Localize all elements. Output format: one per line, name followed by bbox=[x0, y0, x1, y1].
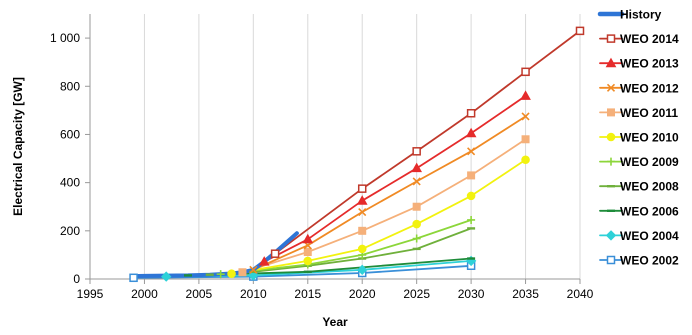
data-point-weo-2011 bbox=[238, 268, 247, 277]
legend-marker bbox=[606, 255, 616, 265]
data-point-weo-2010 bbox=[412, 219, 421, 229]
data-point-weo-2012 bbox=[249, 265, 258, 274]
legend-label: WEO 2006 bbox=[620, 204, 679, 218]
data-point-weo-2014 bbox=[412, 147, 421, 156]
data-point-weo-2013 bbox=[356, 195, 368, 205]
data-point-weo-2012 bbox=[521, 112, 530, 121]
data-point-weo-2009 bbox=[412, 234, 421, 243]
x-tick-label: 2040 bbox=[567, 287, 594, 301]
legend-item-weo-2013: WEO 2013 bbox=[599, 57, 679, 71]
legend-item-history: History bbox=[597, 8, 662, 22]
x-tick-label: 2035 bbox=[512, 287, 539, 301]
y-tick-label: 600 bbox=[60, 127, 80, 141]
x-tick-label: 2000 bbox=[131, 287, 158, 301]
legend-item-weo-2008: WEO 2008 bbox=[599, 180, 679, 194]
legend-label: WEO 2011 bbox=[620, 106, 678, 120]
data-point-weo-2013 bbox=[520, 90, 531, 100]
legend-marker bbox=[605, 230, 617, 241]
series-line-weo-2011 bbox=[241, 138, 527, 274]
legend-marker bbox=[606, 132, 616, 142]
series-line-weo-2013 bbox=[263, 95, 527, 263]
legend-label: History bbox=[620, 8, 662, 22]
legend-item-weo-2010: WEO 2010 bbox=[599, 131, 679, 145]
data-point-weo-2010 bbox=[227, 269, 236, 279]
legend-item-weo-2006: WEO 2006 bbox=[599, 204, 679, 218]
data-point-weo-2010 bbox=[466, 191, 476, 201]
legend-item-weo-2002: WEO 2002 bbox=[599, 254, 679, 268]
legend-label: WEO 2002 bbox=[620, 254, 679, 268]
legend-item-weo-2011: WEO 2011 bbox=[599, 106, 678, 120]
legend-label: WEO 2014 bbox=[620, 32, 679, 46]
grid bbox=[143, 14, 581, 279]
x-tick-label: 2015 bbox=[294, 287, 321, 301]
axes bbox=[85, 14, 581, 284]
x-tick-label: 2005 bbox=[186, 287, 213, 301]
x-axis-title: Year bbox=[322, 315, 348, 329]
data-point-weo-2010 bbox=[303, 256, 313, 266]
x-tick-labels: 1995 2000 2005 2010 2015 2020 2025 2030 2035 2040 bbox=[77, 287, 594, 301]
data-point-weo-2004 bbox=[161, 271, 172, 282]
data-point-weo-2014 bbox=[466, 109, 476, 118]
series-line-weo-2010 bbox=[230, 158, 527, 275]
legend: History WEO 2014 WEO 2013 WEO 2012 WEO 2011 W… bbox=[597, 8, 679, 268]
data-point-weo-2012 bbox=[358, 207, 367, 217]
data-point-weo-2009 bbox=[467, 215, 476, 224]
series-markers bbox=[129, 26, 585, 283]
data-point-weo-2014 bbox=[270, 249, 280, 258]
data-point-weo-2012 bbox=[467, 147, 476, 156]
data-point-weo-2011 bbox=[467, 171, 476, 180]
x-tick-label: 2020 bbox=[349, 287, 376, 301]
data-point-weo-2009 bbox=[216, 270, 225, 279]
data-point-weo-2013 bbox=[411, 162, 423, 173]
data-point-weo-2004 bbox=[357, 264, 368, 276]
legend-label: WEO 2010 bbox=[620, 131, 679, 145]
legend-label: WEO 2009 bbox=[620, 155, 679, 169]
legend-item-weo-2012: WEO 2012 bbox=[599, 81, 679, 95]
legend-marker bbox=[607, 157, 615, 166]
data-point-weo-2010 bbox=[521, 155, 530, 165]
legend-label: WEO 2013 bbox=[620, 57, 679, 71]
x-tick-label: 2030 bbox=[458, 287, 485, 301]
y-tick-label: 400 bbox=[60, 176, 80, 190]
legend-marker bbox=[606, 83, 616, 92]
legend-marker bbox=[606, 34, 616, 43]
legend-label: WEO 2008 bbox=[620, 180, 679, 194]
data-point-weo-2011 bbox=[412, 202, 421, 211]
series-line-weo-2014 bbox=[274, 29, 581, 255]
data-point-weo-2013 bbox=[258, 256, 270, 266]
legend-marker bbox=[607, 108, 615, 117]
series-line-weo-2012 bbox=[252, 115, 527, 271]
data-point-weo-2013 bbox=[302, 233, 314, 244]
legend-item-weo-2009: WEO 2009 bbox=[599, 155, 679, 169]
y-tick-label: 0 bbox=[73, 272, 80, 286]
legend-label: WEO 2012 bbox=[620, 81, 679, 95]
data-point-weo-2014 bbox=[521, 67, 530, 77]
data-point-weo-2013 bbox=[465, 127, 477, 138]
series-lines bbox=[131, 29, 581, 279]
y-axis-title: Electrical Capacity [GW] bbox=[11, 77, 25, 216]
data-point-weo-2011 bbox=[303, 248, 312, 257]
data-point-weo-2011 bbox=[358, 226, 367, 235]
y-tick-labels: 0 200 400 600 800 1 000 bbox=[50, 31, 80, 286]
legend-label: WEO 2004 bbox=[620, 229, 679, 243]
data-point-weo-2004 bbox=[248, 270, 259, 281]
data-point-weo-2014 bbox=[575, 26, 585, 36]
legend-item-weo-2014: WEO 2014 bbox=[599, 32, 679, 46]
y-tick-label: 1 000 bbox=[50, 31, 80, 45]
y-tick-label: 200 bbox=[60, 224, 80, 238]
data-point-weo-2012 bbox=[412, 177, 421, 186]
data-point-weo-2011 bbox=[521, 135, 530, 144]
data-point-weo-2002 bbox=[129, 273, 138, 283]
x-tick-label: 2010 bbox=[240, 287, 267, 301]
legend-item-weo-2004: WEO 2004 bbox=[599, 229, 679, 243]
y-tick-label: 800 bbox=[60, 79, 80, 93]
x-tick-label: 1995 bbox=[77, 287, 104, 301]
data-point-weo-2010 bbox=[357, 244, 367, 254]
data-point-weo-2014 bbox=[357, 184, 367, 193]
x-tick-label: 2025 bbox=[403, 287, 430, 301]
legend-marker bbox=[605, 57, 617, 68]
